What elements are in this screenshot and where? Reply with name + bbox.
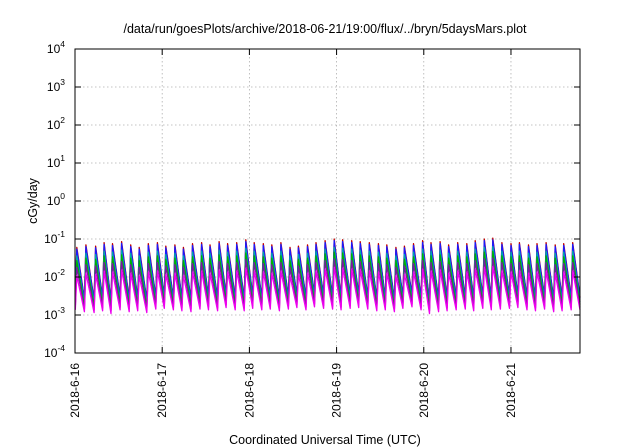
x-tick-label: 2018-6-16: [68, 363, 82, 418]
y-tick-label: 104: [47, 39, 65, 56]
y-tick-label: 10-2: [44, 267, 65, 284]
y-axis-label: cGy/day: [26, 177, 40, 224]
series-line: [74, 250, 581, 309]
x-tick-label: 2018-6-19: [330, 363, 344, 418]
series-line: [74, 239, 581, 303]
x-tick-label: 2018-6-20: [417, 363, 431, 418]
series-line: [74, 245, 581, 307]
grid: [75, 49, 580, 353]
y-tick-label: 100: [47, 191, 65, 208]
series-line: [74, 257, 581, 312]
x-tick-label: 2018-6-17: [155, 363, 169, 418]
y-tick-label: 10-4: [44, 343, 65, 360]
y-tick-label: 102: [47, 115, 65, 132]
y-tick-label: 101: [47, 153, 65, 170]
y-axis: 10-4 10-3 10-2 10-1 100 101 102 103 104: [44, 39, 580, 360]
x-tick-label: 2018-6-21: [504, 363, 518, 418]
y-tick-label: 10-3: [44, 305, 65, 322]
x-tick-label: 2018-6-18: [242, 363, 256, 418]
y-tick-label: 103: [47, 77, 65, 94]
series-line: [74, 265, 581, 315]
x-axis-label: Coordinated Universal Time (UTC): [229, 433, 421, 447]
series-line: [74, 237, 581, 302]
series-group: [74, 237, 581, 315]
y-tick-label: 10-1: [44, 229, 65, 246]
chart-title: /data/run/goesPlots/archive/2018-06-21/1…: [123, 22, 527, 36]
x-axis: 2018-6-16 2018-6-17 2018-6-18 2018-6-19 2018…: [68, 49, 518, 418]
